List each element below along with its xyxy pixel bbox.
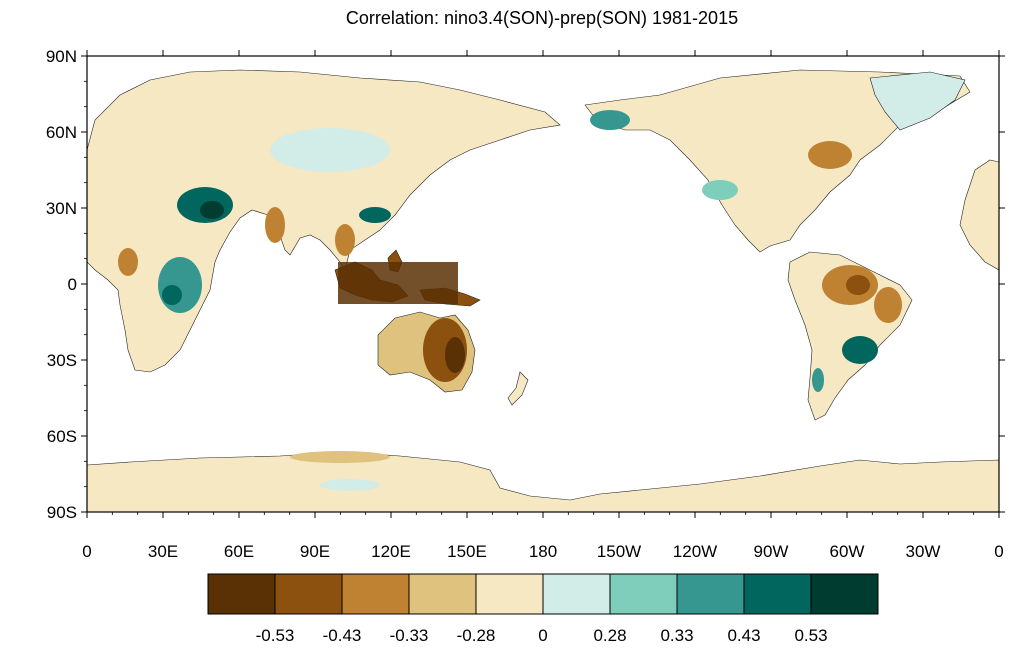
patch-east-australia-core [445,337,465,373]
eurasia-africa-land [87,69,561,373]
patch-south-brazil [842,336,878,364]
patch-alaska [590,110,630,130]
lon-tick-label: 90E [300,542,330,561]
patch-antarctic-pos [320,479,380,491]
lon-tick-label: 30W [906,542,941,561]
patch-ne-brazil [874,287,902,323]
colorbar-box [609,573,678,615]
lon-tick-label: 0 [994,542,1003,561]
colorbar-label: 0.33 [660,626,693,645]
colorbar-boxes [207,573,879,615]
patch-east-canada [808,141,852,169]
patch-maritime [338,262,458,304]
lat-tick-label: 0 [68,275,77,294]
colorbar-box [676,573,745,615]
lon-tick-label: 120E [371,542,411,561]
patch-india [265,207,285,243]
colorbar-box [408,573,477,615]
colorbar-box [274,573,343,615]
greenland-land [869,71,966,131]
colorbar-box [475,573,544,615]
colorbar-label: -0.33 [390,626,429,645]
patch-canada-west [702,180,738,200]
colorbar-box [810,573,879,615]
lon-tick-label: 60W [830,542,865,561]
lat-tick-label: 30N [46,199,77,218]
longitude-axis: 0 30E 60E 90E 120E 150E 180 150W 120W 90W 60W 30W 0 [82,50,1004,561]
lon-tick-label: 150E [447,542,487,561]
anomaly-patches [118,110,902,491]
patch-siberia [270,128,390,172]
colorbar-label: 0.53 [794,626,827,645]
colorbar-box [341,573,410,615]
lat-tick-label: 60N [46,123,77,142]
north-america-land [584,69,971,253]
patch-east-china [359,207,391,223]
lat-tick-label: 30S [47,351,77,370]
colorbar-label: 0.43 [727,626,760,645]
colorbar-box [743,573,812,615]
lon-tick-label: 150W [597,542,641,561]
latitude-axis: 90N 60N 30N 0 30S 60S 90S [46,47,1005,522]
lon-tick-label: 120W [673,542,717,561]
patch-amazon-core [846,275,870,295]
lat-tick-label: 90S [47,503,77,522]
colorbar-label: 0 [538,626,547,645]
lon-tick-label: 0 [82,542,91,561]
colorbar-box [542,573,611,615]
patch-central-africa [118,248,138,276]
patch-indochina [335,224,355,256]
patch-middle-east-core [200,201,224,219]
lat-tick-label: 60S [47,427,77,446]
lat-tick-label: 90N [46,47,77,66]
lon-tick-label: 90W [754,542,789,561]
colorbar-label: -0.28 [457,626,496,645]
lon-tick-label: 180 [529,542,557,561]
colorbar-labels: -0.53 -0.43 -0.33 -0.28 0 0.28 0.33 0.43 0.53 [256,626,828,645]
map-layer [87,69,999,512]
patch-east-africa-core [162,285,182,305]
western-europe-land [959,159,999,271]
colorbar-label: -0.43 [323,626,362,645]
map-title: Correlation: nino3.4(SON)-prep(SON) 1981… [345,8,739,28]
new-zealand-land [507,371,529,406]
lon-tick-label: 30E [148,542,178,561]
lon-tick-label: 60E [224,542,254,561]
colorbar-label: -0.53 [256,626,295,645]
colorbar-box [207,573,276,615]
patch-antarctic-neg [290,451,390,463]
colorbar-label: 0.28 [593,626,626,645]
patch-chile [812,368,824,392]
